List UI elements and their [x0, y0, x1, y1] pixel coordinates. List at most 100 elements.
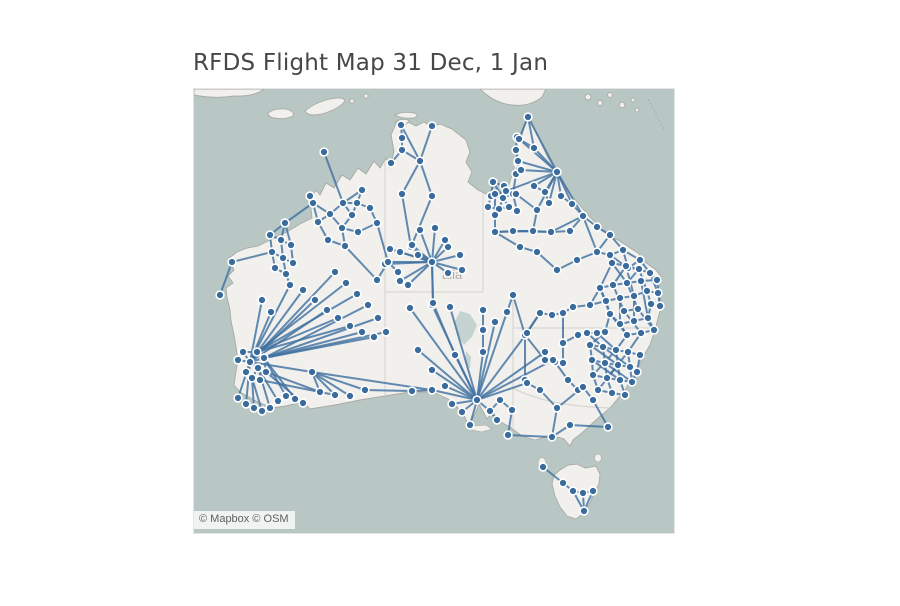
flight-node[interactable] — [634, 264, 644, 274]
flight-node[interactable] — [270, 263, 280, 273]
flight-node[interactable] — [623, 347, 633, 357]
flight-route[interactable] — [582, 215, 598, 253]
flight-route[interactable] — [550, 215, 584, 233]
flight-node[interactable] — [613, 360, 623, 370]
flight-node[interactable] — [298, 285, 308, 295]
flight-route[interactable] — [256, 317, 339, 353]
flight-node[interactable] — [598, 342, 608, 352]
flight-node[interactable] — [338, 198, 348, 208]
flight-node[interactable] — [593, 385, 603, 395]
flight-node[interactable] — [605, 309, 615, 319]
flight-route[interactable] — [524, 334, 546, 361]
flight-route[interactable] — [251, 377, 263, 412]
flight-node[interactable] — [485, 406, 495, 416]
flight-route[interactable] — [419, 160, 433, 197]
flight-node[interactable] — [607, 388, 617, 398]
flight-node[interactable] — [619, 306, 629, 316]
flight-node[interactable] — [298, 398, 308, 408]
flight-node[interactable] — [357, 327, 367, 337]
flight-route[interactable] — [399, 261, 433, 282]
flight-node[interactable] — [605, 250, 615, 260]
flight-node[interactable] — [495, 395, 505, 405]
flight-node[interactable] — [568, 486, 578, 496]
flight-node[interactable] — [585, 300, 595, 310]
flight-node[interactable] — [405, 303, 415, 313]
flight-node[interactable] — [385, 244, 395, 254]
flight-node[interactable] — [353, 227, 363, 237]
flight-node[interactable] — [552, 265, 562, 275]
flight-node[interactable] — [587, 355, 597, 365]
flight-node[interactable] — [532, 247, 542, 257]
flight-node[interactable] — [615, 375, 625, 385]
flight-route[interactable] — [602, 346, 631, 368]
flight-route[interactable] — [263, 331, 387, 359]
flight-node[interactable] — [245, 357, 255, 367]
flight-node[interactable] — [504, 202, 514, 212]
flight-node[interactable] — [603, 422, 613, 432]
flight-node[interactable] — [365, 203, 375, 213]
flight-route[interactable] — [407, 261, 433, 286]
flight-node[interactable] — [492, 415, 502, 425]
flight-route[interactable] — [256, 282, 347, 353]
flight-node[interactable] — [241, 367, 251, 377]
flight-node[interactable] — [372, 218, 382, 228]
flight-node[interactable] — [508, 290, 518, 300]
flight-node[interactable] — [383, 257, 393, 267]
flight-route[interactable] — [476, 321, 496, 401]
flight-node[interactable] — [265, 403, 275, 413]
flight-route[interactable] — [263, 317, 379, 359]
flight-node[interactable] — [540, 187, 550, 197]
flight-node[interactable] — [579, 506, 589, 516]
flight-node[interactable] — [360, 385, 370, 395]
flight-node[interactable] — [556, 191, 566, 201]
flight-node[interactable] — [595, 283, 605, 293]
flight-node[interactable] — [373, 313, 383, 323]
flight-route[interactable] — [431, 261, 434, 304]
flight-node[interactable] — [607, 258, 617, 268]
flight-node[interactable] — [440, 235, 450, 245]
flight-node[interactable] — [395, 276, 405, 286]
flight-route[interactable] — [323, 151, 344, 204]
flight-node[interactable] — [330, 267, 340, 277]
flight-node[interactable] — [588, 395, 598, 405]
flight-node[interactable] — [413, 250, 423, 260]
flight-route[interactable] — [505, 171, 558, 192]
flight-node[interactable] — [522, 378, 532, 388]
flight-route[interactable] — [431, 389, 478, 401]
flight-route[interactable] — [591, 359, 621, 381]
flight-node[interactable] — [655, 301, 665, 311]
flight-node[interactable] — [592, 328, 602, 338]
flight-route[interactable] — [251, 377, 255, 409]
flight-node[interactable] — [427, 121, 437, 131]
flight-node[interactable] — [369, 332, 379, 342]
flight-node[interactable] — [278, 253, 288, 263]
flight-node[interactable] — [501, 186, 511, 196]
flight-node[interactable] — [547, 432, 557, 442]
flight-route[interactable] — [431, 261, 463, 271]
flight-node[interactable] — [528, 226, 538, 236]
flight-route[interactable] — [589, 344, 619, 366]
flight-node[interactable] — [600, 327, 610, 337]
flight-node[interactable] — [457, 407, 467, 417]
flight-node[interactable] — [511, 189, 521, 199]
flight-node[interactable] — [507, 405, 517, 415]
flight-route[interactable] — [551, 407, 558, 438]
flight-node[interactable] — [490, 227, 500, 237]
flight-node[interactable] — [615, 319, 625, 329]
flight-node[interactable] — [285, 280, 295, 290]
flight-route[interactable] — [231, 251, 273, 263]
flight-node[interactable] — [265, 230, 275, 240]
flight-node[interactable] — [247, 373, 257, 383]
flight-node[interactable] — [337, 223, 347, 233]
flight-node[interactable] — [488, 177, 498, 187]
flight-node[interactable] — [588, 370, 598, 380]
flight-node[interactable] — [345, 391, 355, 401]
flight-node[interactable] — [544, 198, 554, 208]
flight-node[interactable] — [396, 120, 406, 130]
flight-route[interactable] — [476, 351, 546, 401]
flight-node[interactable] — [440, 381, 450, 391]
flight-route[interactable] — [400, 124, 421, 162]
flight-node[interactable] — [615, 293, 625, 303]
flight-route[interactable] — [444, 385, 478, 401]
flight-route[interactable] — [364, 389, 413, 392]
